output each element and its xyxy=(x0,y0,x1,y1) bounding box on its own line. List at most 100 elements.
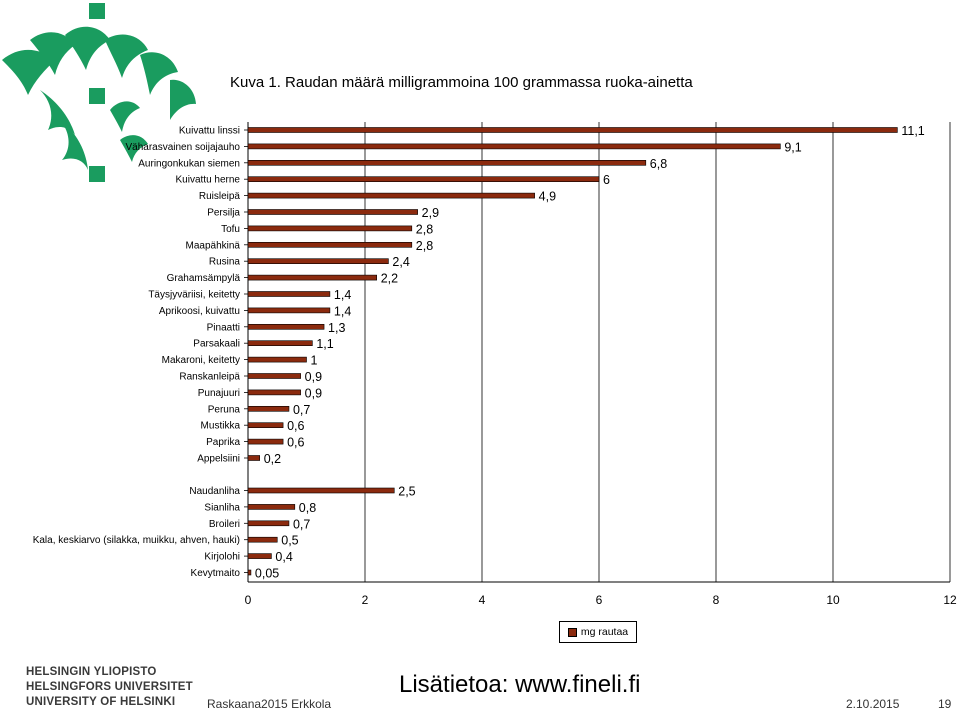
x-tick-label: 8 xyxy=(713,593,720,607)
category-label: Makaroni, keitetty xyxy=(162,355,240,366)
category-label: Mustikka xyxy=(201,421,241,432)
bar xyxy=(247,242,413,248)
data-label: 1,3 xyxy=(328,321,345,335)
category-label: Väharasvainen soijajauho xyxy=(125,142,240,153)
data-label: 2,8 xyxy=(416,239,433,253)
data-label: 1,4 xyxy=(334,288,351,302)
bar xyxy=(247,258,389,265)
bar xyxy=(247,422,284,429)
bar xyxy=(247,569,252,576)
category-label: Paprika xyxy=(206,437,240,448)
data-label: 2,2 xyxy=(381,272,398,286)
bar xyxy=(247,143,781,150)
category-label: Kuivattu linssi xyxy=(179,126,240,137)
bar xyxy=(247,438,284,445)
data-label: 2,4 xyxy=(392,255,409,269)
data-label: 0,9 xyxy=(305,370,322,384)
bar xyxy=(247,553,272,559)
bar xyxy=(247,356,307,363)
bar xyxy=(247,455,260,461)
bar xyxy=(247,307,331,314)
university-name-swedish: HELSINGFORS UNIVERSITET xyxy=(26,681,193,693)
data-label: 4,9 xyxy=(539,190,556,204)
data-label: 2,8 xyxy=(416,222,433,236)
category-label: Kala, keskiarvo (silakka, muikku, ahven,… xyxy=(33,535,240,546)
bar xyxy=(247,536,278,543)
data-label: 1,1 xyxy=(316,337,333,351)
university-flame-logo-icon xyxy=(2,3,196,182)
category-label: Kuivattu herne xyxy=(176,175,241,186)
category-label: Naudanliha xyxy=(189,486,240,497)
category-label: Kirjolohi xyxy=(204,552,240,563)
x-tick-label: 10 xyxy=(826,593,840,607)
bar xyxy=(247,127,898,133)
bar xyxy=(247,389,301,396)
data-label: 9,1 xyxy=(784,140,801,154)
footer-presentation-name: Raskaana2015 Erkkola xyxy=(207,697,332,711)
bar xyxy=(247,274,377,281)
category-label: Ranskanleipä xyxy=(179,372,240,383)
x-tick-label: 6 xyxy=(596,593,603,607)
data-label: 1,4 xyxy=(334,304,351,318)
category-label: Ruisleipä xyxy=(199,191,241,202)
x-tick-label: 4 xyxy=(479,593,486,607)
data-label: 6 xyxy=(603,173,610,187)
category-label: Parsakaali xyxy=(193,339,240,350)
category-label: Aprikoosi, kuivattu xyxy=(159,306,240,317)
category-label: Grahamsämpylä xyxy=(167,273,241,284)
data-label: 2,5 xyxy=(398,485,415,499)
more-info-link-text: Lisätietoa: www.fineli.fi xyxy=(399,671,641,698)
university-name-english: UNIVERSITY OF HELSINKI xyxy=(26,696,176,708)
category-label: Broileri xyxy=(209,519,240,530)
data-label: 1 xyxy=(311,354,318,368)
university-name-finnish: HELSINGIN YLIOPISTO xyxy=(26,666,157,678)
category-label: Maapähkinä xyxy=(186,240,241,251)
bar xyxy=(247,373,301,379)
category-label: Persilja xyxy=(207,208,240,219)
data-label: 6,8 xyxy=(650,157,667,171)
category-label: Täysjyväriisi, keitetty xyxy=(148,290,240,301)
data-label: 0,6 xyxy=(287,419,304,433)
category-label: Kevytmaito xyxy=(191,568,241,579)
category-label: Punajuuri xyxy=(198,388,240,399)
category-label: Appelsiini xyxy=(197,454,240,465)
category-label: Sianliha xyxy=(204,502,240,513)
footer-page-number: 19 xyxy=(938,697,952,711)
category-label: Pinaatti xyxy=(207,322,240,333)
bar xyxy=(247,340,313,347)
data-label: 0,7 xyxy=(293,403,310,417)
bar xyxy=(247,323,325,330)
category-label: Tofu xyxy=(221,224,240,235)
bar xyxy=(247,176,600,182)
bar xyxy=(247,209,418,215)
x-tick-label: 12 xyxy=(943,593,957,607)
bar xyxy=(247,160,647,166)
x-tick-label: 0 xyxy=(245,593,252,607)
category-label: Peruna xyxy=(208,404,241,415)
bar xyxy=(247,487,395,494)
category-label: Auringonkukan siemen xyxy=(138,158,240,169)
bar xyxy=(247,520,290,527)
data-label: 0,9 xyxy=(305,386,322,400)
university-name-block: HELSINGIN YLIOPISTO HELSINGFORS UNIVERSI… xyxy=(26,665,193,710)
chart-legend: mg rautaa xyxy=(559,621,637,643)
footer-date: 2.10.2015 xyxy=(846,697,900,711)
data-label: 0,8 xyxy=(299,501,316,515)
bar xyxy=(247,405,290,412)
data-label: 0,7 xyxy=(293,517,310,531)
data-label: 2,9 xyxy=(422,206,439,220)
data-label: 11,1 xyxy=(901,124,924,138)
data-label: 0,6 xyxy=(287,436,304,450)
bar xyxy=(247,291,331,297)
legend-swatch xyxy=(567,627,577,637)
legend-label: mg rautaa xyxy=(580,626,629,638)
bar xyxy=(247,504,296,510)
data-label: 0,2 xyxy=(264,452,281,466)
bar xyxy=(247,192,535,199)
category-label: Rusina xyxy=(209,257,241,268)
x-tick-label: 2 xyxy=(362,593,369,607)
bar xyxy=(247,225,413,232)
data-label: 0,4 xyxy=(275,550,292,564)
data-label: 0,05 xyxy=(255,567,279,581)
